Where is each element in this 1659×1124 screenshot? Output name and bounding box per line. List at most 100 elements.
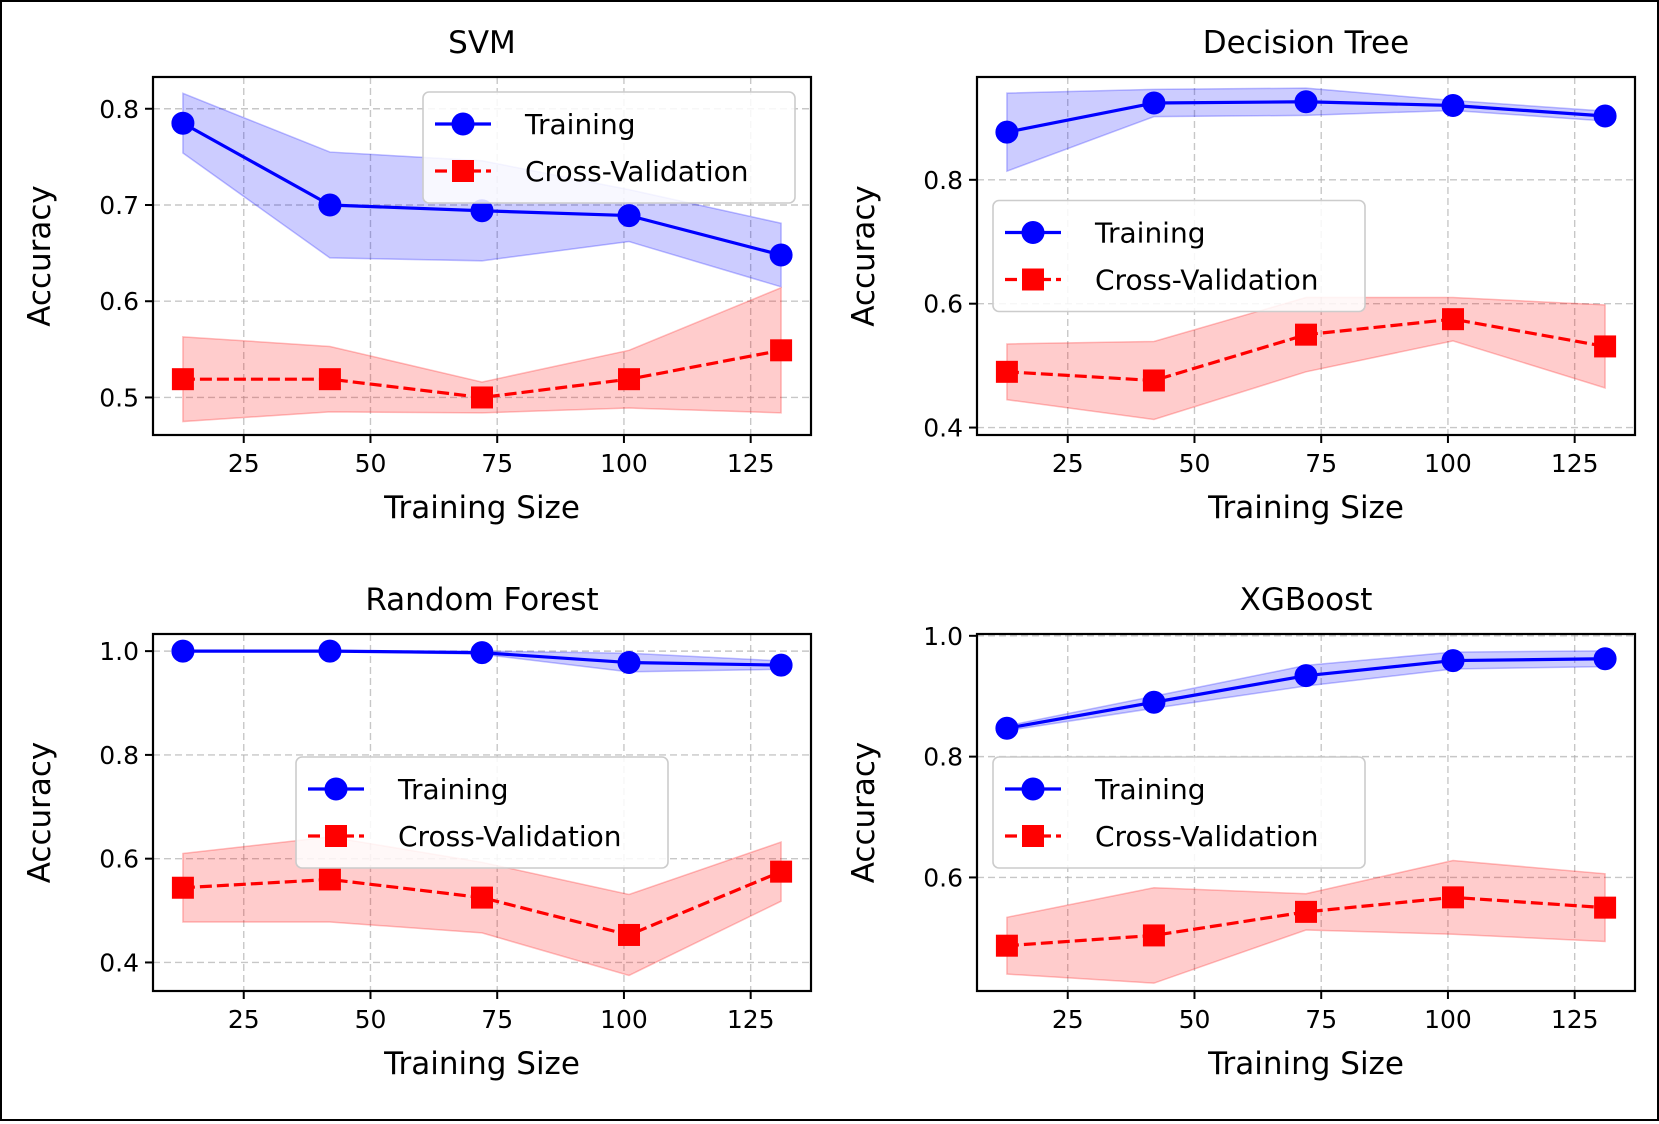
x-tick-label: 100 bbox=[1424, 1005, 1472, 1034]
cross-validation-marker bbox=[1594, 896, 1617, 919]
legend-label-training: Training bbox=[524, 108, 635, 141]
x-axis-label: Training Size bbox=[383, 490, 580, 526]
subplot-title: SVM bbox=[448, 25, 516, 61]
legend: Training Cross-Validation bbox=[992, 756, 1366, 869]
legend-box bbox=[992, 199, 1366, 313]
cross-validation-marker bbox=[471, 386, 493, 409]
x-tick-label: 125 bbox=[1551, 1005, 1599, 1034]
x-tick-label: 25 bbox=[1052, 449, 1084, 478]
x-tick-label: 125 bbox=[1551, 449, 1599, 478]
subplot-decision-tree: 25 50 75 100 125 0.4 0.6 0.8 Decision Tree Traini… bbox=[846, 25, 1637, 526]
y-tick-label: 1.0 bbox=[923, 622, 963, 651]
x-tick-label: 75 bbox=[481, 1005, 513, 1034]
training-marker bbox=[1294, 664, 1318, 688]
x-tick-label: 50 bbox=[355, 449, 387, 478]
subplot-xgboost: 25 50 75 100 125 0.6 0.8 1.0 XGBoost Training Siz… bbox=[846, 582, 1637, 1082]
legend-box bbox=[422, 91, 796, 204]
legend-marker-training bbox=[1021, 777, 1045, 801]
y-tick-label: 0.6 bbox=[923, 290, 963, 319]
x-tick-label: 75 bbox=[481, 449, 513, 478]
y-tick-label: 0.6 bbox=[99, 287, 139, 316]
cross-validation-marker bbox=[171, 876, 194, 899]
cross-validation-marker bbox=[171, 368, 194, 391]
y-axis-label: Accuracy bbox=[22, 185, 58, 327]
training-marker bbox=[1441, 649, 1465, 673]
x-axis-label: Training Size bbox=[383, 1046, 580, 1082]
cross-validation-marker bbox=[1295, 900, 1317, 923]
x-axis-label: Training Size bbox=[1207, 490, 1404, 526]
axes-frame bbox=[151, 632, 813, 993]
cross-validation-marker bbox=[618, 368, 641, 391]
legend: Training Cross-Validation bbox=[422, 91, 796, 204]
training-band bbox=[1006, 650, 1606, 732]
y-axis-label: Accuracy bbox=[22, 742, 58, 884]
axes-frame bbox=[975, 632, 1637, 993]
y-axis-label: Accuracy bbox=[846, 185, 882, 327]
training-marker bbox=[1142, 91, 1166, 115]
training-marker bbox=[171, 639, 195, 663]
x-tick-label: 125 bbox=[727, 1005, 775, 1034]
cross-validation-marker bbox=[1295, 323, 1317, 346]
legend-marker-cross-validation bbox=[1022, 268, 1044, 291]
legend-marker-cross-validation bbox=[325, 825, 347, 847]
legend-marker-training bbox=[451, 112, 475, 136]
subplot-svm: 25 50 75 100 125 0.5 0.6 0.7 0.8 SVM Training Size… bbox=[22, 25, 813, 526]
y-tick-label: 0.8 bbox=[923, 166, 963, 195]
cross-validation-marker bbox=[1142, 924, 1165, 947]
cross-validation-band bbox=[1006, 296, 1606, 421]
cross-validation-marker bbox=[1442, 308, 1465, 331]
training-marker bbox=[769, 243, 793, 267]
legend-label-cross-validation: Cross-Validation bbox=[1095, 264, 1318, 297]
cross-validation-marker bbox=[770, 860, 793, 883]
y-tick-label: 0.8 bbox=[923, 743, 963, 772]
subplot-random-forest: 25 50 75 100 125 0.4 0.6 0.8 1.0 Random Forest Tra… bbox=[22, 582, 813, 1082]
legend-box bbox=[992, 756, 1366, 869]
cross-validation-marker bbox=[618, 923, 641, 946]
x-tick-label: 25 bbox=[228, 449, 260, 478]
subplot-title: Random Forest bbox=[365, 582, 598, 618]
x-tick-label: 25 bbox=[1052, 1005, 1084, 1034]
legend: Training Cross-Validation bbox=[295, 756, 669, 869]
legend-label-training: Training bbox=[1094, 217, 1205, 250]
y-tick-label: 0.6 bbox=[923, 863, 963, 892]
x-tick-label: 50 bbox=[1179, 449, 1211, 478]
x-tick-label: 125 bbox=[727, 449, 775, 478]
x-tick-label: 50 bbox=[355, 1005, 387, 1034]
training-marker bbox=[617, 204, 641, 228]
y-tick-label: 0.8 bbox=[99, 95, 139, 124]
x-tick-label: 75 bbox=[1305, 1005, 1337, 1034]
training-marker bbox=[318, 193, 342, 217]
training-marker bbox=[318, 639, 342, 663]
y-tick-label: 0.8 bbox=[99, 741, 139, 770]
x-tick-label: 50 bbox=[1179, 1005, 1211, 1034]
cross-validation-marker bbox=[318, 368, 341, 391]
cross-validation-line bbox=[1006, 895, 1606, 948]
cross-validation-marker bbox=[995, 360, 1018, 383]
cross-validation-marker bbox=[1142, 369, 1165, 392]
x-tick-label: 100 bbox=[600, 1005, 648, 1034]
cross-validation-marker bbox=[995, 934, 1018, 957]
legend-marker-training bbox=[324, 777, 348, 801]
subplot-title: Decision Tree bbox=[1203, 25, 1409, 61]
y-tick-label: 0.7 bbox=[99, 191, 139, 220]
training-marker bbox=[171, 111, 195, 135]
axes-frame bbox=[975, 75, 1637, 437]
legend: Training Cross-Validation bbox=[992, 199, 1366, 313]
y-tick-label: 0.4 bbox=[99, 948, 139, 977]
legend-label-cross-validation: Cross-Validation bbox=[525, 155, 748, 188]
subplot-title: XGBoost bbox=[1240, 582, 1373, 618]
cross-validation-marker bbox=[318, 868, 341, 891]
training-marker bbox=[1294, 90, 1318, 114]
y-tick-label: 0.4 bbox=[923, 414, 963, 443]
legend-label-training: Training bbox=[397, 773, 508, 806]
cross-validation-marker bbox=[770, 339, 793, 362]
training-marker bbox=[1441, 93, 1465, 117]
legend-marker-cross-validation bbox=[1022, 825, 1044, 847]
training-marker bbox=[1593, 104, 1617, 128]
y-axis-label: Accuracy bbox=[846, 742, 882, 884]
x-tick-label: 100 bbox=[1424, 449, 1472, 478]
training-marker bbox=[617, 651, 641, 675]
training-marker bbox=[995, 120, 1019, 144]
